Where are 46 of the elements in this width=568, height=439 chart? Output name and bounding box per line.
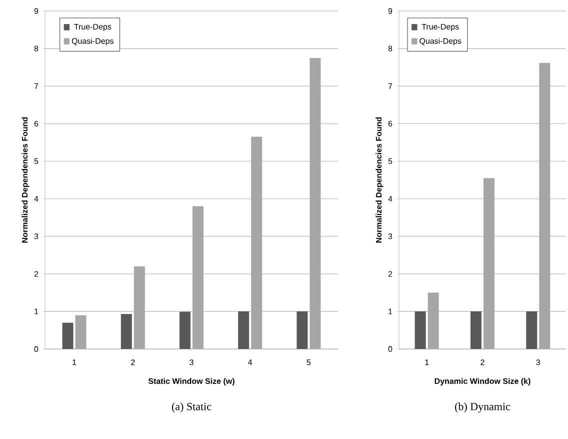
legend-label: Quasi-Deps bbox=[420, 38, 462, 46]
x-tick-label: 5 bbox=[306, 360, 311, 366]
x-tick-label: 1 bbox=[72, 360, 76, 366]
y-tick-label: 8 bbox=[34, 46, 38, 52]
x-tick-label: 3 bbox=[190, 360, 194, 366]
y-tick-label: 6 bbox=[388, 120, 392, 126]
bar bbox=[414, 311, 426, 349]
bar bbox=[120, 314, 132, 349]
legend-label: True-Deps bbox=[422, 24, 459, 32]
x-axis-title: Static Window Size (w) bbox=[148, 378, 234, 386]
y-tick-label: 9 bbox=[388, 8, 392, 14]
bar bbox=[296, 311, 308, 349]
x-tick-label: 2 bbox=[131, 360, 135, 366]
y-tick-label: 0 bbox=[34, 346, 38, 352]
bar bbox=[470, 311, 482, 349]
legend-label: Quasi-Deps bbox=[72, 38, 114, 46]
x-tick-label: 3 bbox=[536, 360, 540, 366]
y-axis-title: Normalized Dependencies Found bbox=[376, 117, 384, 243]
y-tick-label: 0 bbox=[388, 346, 392, 352]
legend-label: True-Deps bbox=[74, 24, 112, 32]
y-tick-label: 5 bbox=[34, 158, 38, 164]
y-axis-title: Normalized Dependencies Found bbox=[22, 117, 30, 243]
bar bbox=[238, 311, 250, 349]
y-tick-label: 1 bbox=[388, 308, 392, 314]
y-tick-label: 4 bbox=[34, 196, 38, 202]
text: (b) Dynamic bbox=[455, 402, 510, 413]
x-tick-label: 4 bbox=[248, 360, 252, 366]
x-axis-title: Dynamic Window Size (k) bbox=[434, 378, 530, 386]
y-tick-label: 3 bbox=[388, 233, 392, 240]
y-tick-label: 2 bbox=[388, 271, 392, 277]
x-tick-label: 1 bbox=[425, 360, 429, 366]
y-tick-label: 6 bbox=[34, 120, 38, 126]
y-tick-label: 1 bbox=[34, 308, 38, 314]
y-tick-label: 7 bbox=[34, 83, 38, 89]
y-tick-label: 8 bbox=[388, 46, 392, 52]
y-tick-label: 3 bbox=[34, 233, 38, 240]
y-tick-label: 9 bbox=[34, 8, 38, 14]
x-tick-label: 2 bbox=[480, 360, 484, 366]
y-tick-label: 4 bbox=[388, 196, 392, 202]
text: (a) Static bbox=[172, 402, 212, 412]
y-tick-label: 7 bbox=[388, 83, 392, 89]
y-tick-label: 2 bbox=[34, 271, 38, 277]
bar bbox=[62, 322, 74, 349]
bar bbox=[526, 311, 538, 349]
bar bbox=[180, 312, 191, 349]
y-tick-label: 5 bbox=[388, 158, 392, 164]
